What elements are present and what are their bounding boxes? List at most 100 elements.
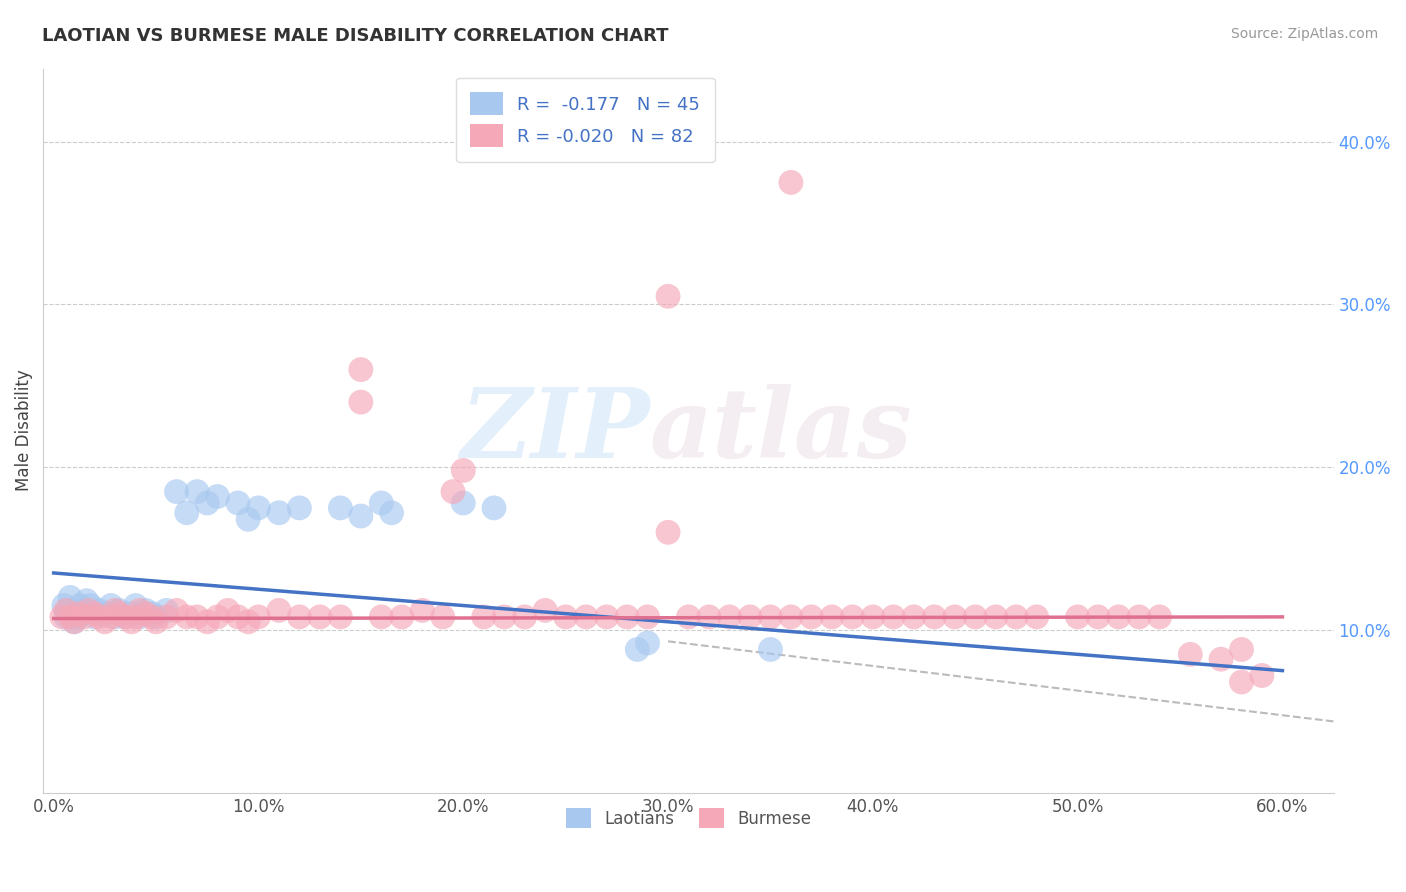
Point xyxy=(1025,610,1047,624)
Point xyxy=(87,603,110,617)
Point xyxy=(903,610,925,624)
Point xyxy=(482,500,505,515)
Point xyxy=(79,599,101,613)
Point xyxy=(637,636,659,650)
Point xyxy=(67,607,90,621)
Point xyxy=(67,610,90,624)
Point xyxy=(226,610,249,624)
Point xyxy=(100,599,122,613)
Point xyxy=(63,615,86,629)
Point xyxy=(207,610,229,624)
Point xyxy=(56,603,79,617)
Point xyxy=(626,642,648,657)
Point xyxy=(350,395,373,409)
Point xyxy=(922,610,945,624)
Point xyxy=(135,603,157,617)
Point xyxy=(718,610,741,624)
Point xyxy=(145,610,167,624)
Point xyxy=(513,610,536,624)
Point xyxy=(100,610,122,624)
Point xyxy=(780,176,803,190)
Point xyxy=(800,610,823,624)
Point xyxy=(370,496,392,510)
Point xyxy=(238,615,260,629)
Point xyxy=(51,610,73,624)
Point xyxy=(75,593,97,607)
Point xyxy=(1128,610,1150,624)
Point xyxy=(1108,610,1130,624)
Point xyxy=(247,500,270,515)
Point xyxy=(1149,610,1171,624)
Point xyxy=(595,610,617,624)
Point xyxy=(472,610,495,624)
Point xyxy=(1087,610,1109,624)
Point xyxy=(1251,668,1274,682)
Point xyxy=(217,603,239,617)
Text: atlas: atlas xyxy=(650,384,912,477)
Point xyxy=(657,525,679,540)
Point xyxy=(94,607,117,621)
Point xyxy=(862,610,884,624)
Point xyxy=(943,610,966,624)
Point xyxy=(238,512,260,526)
Point xyxy=(135,607,157,621)
Point xyxy=(166,484,188,499)
Point xyxy=(882,610,904,624)
Point xyxy=(759,610,782,624)
Point xyxy=(841,610,863,624)
Point xyxy=(59,591,82,605)
Point xyxy=(141,610,163,624)
Point xyxy=(381,506,404,520)
Point xyxy=(104,603,127,617)
Point xyxy=(128,603,150,617)
Point xyxy=(83,610,105,624)
Point xyxy=(207,490,229,504)
Point xyxy=(494,610,516,624)
Point xyxy=(411,603,433,617)
Point xyxy=(370,610,392,624)
Point xyxy=(166,603,188,617)
Point xyxy=(432,610,454,624)
Point xyxy=(52,599,75,613)
Point xyxy=(195,496,218,510)
Point xyxy=(55,603,77,617)
Point xyxy=(965,610,987,624)
Point xyxy=(1005,610,1028,624)
Point xyxy=(451,496,474,510)
Point xyxy=(288,500,311,515)
Y-axis label: Male Disability: Male Disability xyxy=(15,369,32,491)
Point xyxy=(114,610,136,624)
Point xyxy=(124,599,146,613)
Point xyxy=(534,603,557,617)
Point xyxy=(309,610,332,624)
Point xyxy=(267,603,290,617)
Point xyxy=(288,610,311,624)
Point xyxy=(267,506,290,520)
Point xyxy=(69,599,91,613)
Point xyxy=(73,603,96,617)
Point xyxy=(350,508,373,523)
Point xyxy=(1230,675,1253,690)
Point xyxy=(226,496,249,510)
Point xyxy=(155,603,177,617)
Point xyxy=(176,506,198,520)
Point xyxy=(145,615,167,629)
Point xyxy=(77,603,100,617)
Point xyxy=(350,362,373,376)
Point xyxy=(87,610,110,624)
Point xyxy=(55,610,77,624)
Point xyxy=(1209,652,1232,666)
Point xyxy=(984,610,1007,624)
Point xyxy=(128,610,150,624)
Point xyxy=(759,642,782,657)
Point xyxy=(155,610,177,624)
Point xyxy=(195,615,218,629)
Point xyxy=(94,615,117,629)
Point xyxy=(451,463,474,477)
Point xyxy=(104,610,127,624)
Point xyxy=(121,607,143,621)
Point xyxy=(59,610,82,624)
Point xyxy=(329,500,352,515)
Point xyxy=(121,615,143,629)
Point xyxy=(616,610,638,624)
